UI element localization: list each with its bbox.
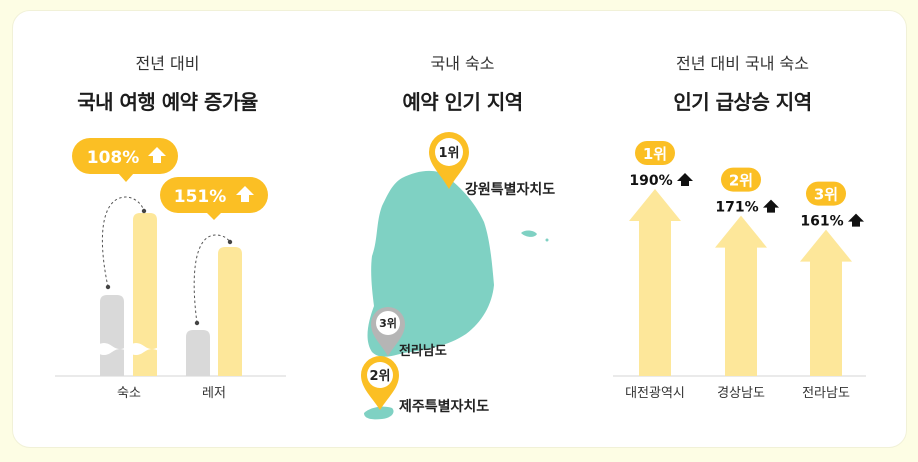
rank-badge xyxy=(806,181,846,206)
leisure-thisyear-bar xyxy=(218,247,242,376)
lodging-increase-label: 108% xyxy=(87,148,140,168)
pin-rank-label: 3위 xyxy=(379,317,397,330)
lodging-increase-bubble: 108% xyxy=(72,138,178,182)
map-pin-rank1: 1위 xyxy=(429,132,469,189)
pin-rank-label: 2위 xyxy=(369,369,390,384)
rank-badge xyxy=(635,141,675,165)
right-panel-header: 전년 대비 국내 숙소 인기 급상승 지역 xyxy=(615,50,870,115)
map-pin-rank2: 2위 xyxy=(361,356,399,410)
korea-map xyxy=(367,170,494,357)
middle-panel-title: 예약 인기 지역 xyxy=(402,90,523,114)
rank-arrow-bar xyxy=(629,189,681,376)
value-label: 190% xyxy=(629,173,672,189)
leisure-trend-curve xyxy=(193,234,233,326)
leisure-lastyear-bar xyxy=(186,330,210,376)
leisure-increase-label: 151% xyxy=(174,187,227,207)
left-panel-header: 전년 대비 국내 여행 예약 증가율 xyxy=(40,50,295,115)
region-label-daejeon: 대전광역시 xyxy=(625,386,685,401)
region-label-jeonnam: 전라남도 xyxy=(802,386,850,401)
ulleungdo-island xyxy=(521,230,537,237)
rank-badge xyxy=(721,167,761,192)
rank-badge-label: 1위 xyxy=(643,145,667,163)
category-label-leisure: 레저 xyxy=(202,386,226,401)
pin-region-label: 강원특별자치도 xyxy=(465,181,555,198)
value-label: 161% xyxy=(800,214,843,230)
pin-region-label: 제주특별자치도 xyxy=(399,398,489,415)
arrow-up-icon xyxy=(763,199,779,213)
leisure-increase-bubble: 151% xyxy=(160,177,268,220)
arrow-up-icon xyxy=(148,147,166,163)
category-label-lodging: 숙소 xyxy=(117,386,141,401)
rank-arrow-bar xyxy=(800,229,852,376)
region-label-gyeongnam: 경상남도 xyxy=(717,386,765,401)
right-panel-title: 인기 급상승 지역 xyxy=(673,90,812,114)
arrow-up-icon xyxy=(677,173,693,186)
pin-rank-label: 1위 xyxy=(438,146,459,161)
middle-panel-header: 국내 숙소 예약 인기 지역 xyxy=(335,50,590,115)
rank-arrow-bar xyxy=(715,215,767,376)
right-panel-subtitle: 전년 대비 국내 숙소 xyxy=(675,54,810,73)
arrow-up-icon xyxy=(848,213,864,227)
left-panel-title: 국내 여행 예약 증가율 xyxy=(77,90,258,114)
value-label: 171% xyxy=(715,200,758,216)
arrow-up-icon xyxy=(236,186,254,202)
dokdo-island xyxy=(545,238,549,242)
axis-break-lodging xyxy=(96,343,160,355)
rank-badge-label: 2위 xyxy=(729,172,753,190)
map-pin-rank3: 3위 xyxy=(371,307,405,356)
lodging-lastyear-bar xyxy=(100,295,124,376)
middle-panel-subtitle: 국내 숙소 xyxy=(430,54,495,73)
rank-badge-label: 3위 xyxy=(814,186,838,204)
jeju-island xyxy=(364,406,394,420)
pin-region-label: 전라남도 xyxy=(399,343,447,359)
left-panel-subtitle: 전년 대비 xyxy=(135,54,200,73)
